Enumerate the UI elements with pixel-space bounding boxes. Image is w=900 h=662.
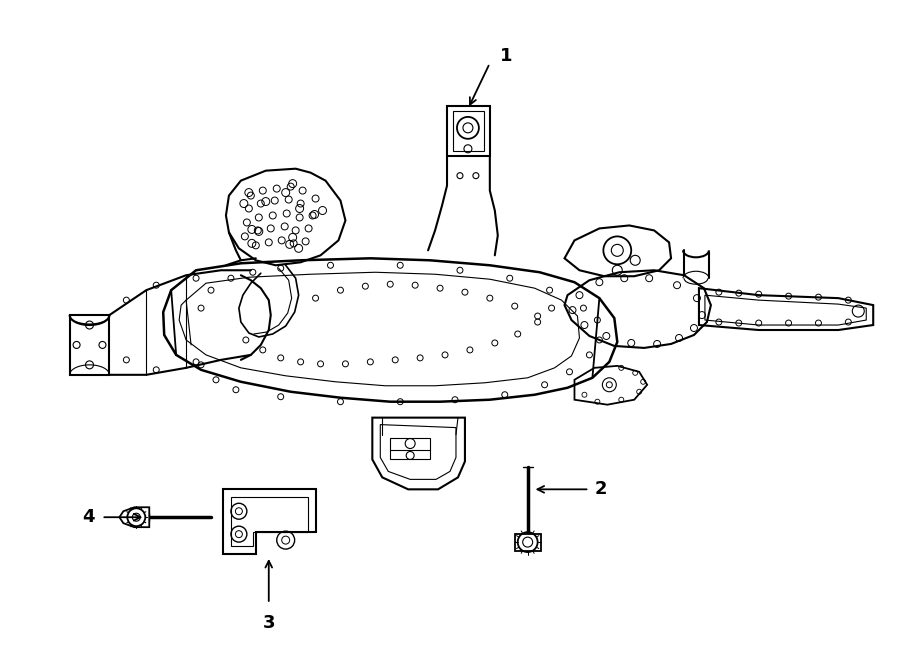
Polygon shape	[515, 534, 541, 551]
Text: 2: 2	[594, 481, 607, 498]
Text: 1: 1	[500, 47, 512, 65]
Polygon shape	[120, 507, 149, 527]
Text: 4: 4	[82, 508, 94, 526]
Text: 3: 3	[263, 614, 275, 632]
